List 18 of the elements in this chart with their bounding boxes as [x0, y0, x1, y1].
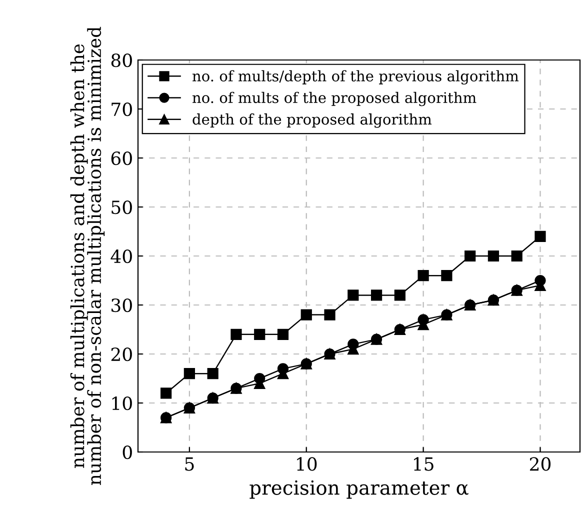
x-tick-label: 5 [185, 457, 194, 471]
y-tick-label: 10 [112, 396, 132, 410]
x-tick-label: 15 [414, 457, 434, 471]
y-tick-label: 50 [112, 200, 132, 214]
legend-label: no. of mults/depth of the previous algorithm [192, 70, 519, 85]
y-tick-label: 60 [111, 151, 132, 166]
legend-label: depth of the proposed algorithm [192, 113, 432, 128]
y-tick-label: 30 [112, 298, 132, 312]
y-tick-label: 80 [111, 53, 132, 68]
y-tick-label: 20 [111, 347, 132, 362]
y-tick-label: 0 [122, 445, 132, 460]
x-tick-label: 20 [530, 457, 551, 471]
y-axis-title: number of multiplications and depth when the number of non-scalar multiplications is minimized [70, 26, 105, 486]
y-tick-label: 70 [112, 102, 132, 116]
x-tick-label: 10 [297, 457, 317, 471]
x-axis-title: precision parameter α [250, 480, 468, 499]
legend-label: no. of mults of the proposed algorithm [192, 92, 476, 106]
y-tick-label: 40 [110, 249, 132, 264]
